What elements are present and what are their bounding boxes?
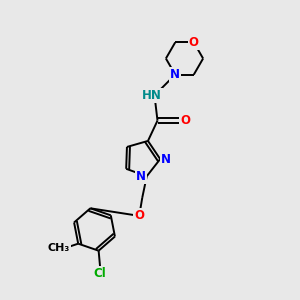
Text: N: N [170,68,180,81]
Text: N: N [160,152,171,166]
Text: O: O [180,114,190,127]
Text: Cl: Cl [94,267,106,280]
Text: HN: HN [142,89,162,102]
Text: CH₃: CH₃ [48,243,70,253]
Text: O: O [134,209,144,222]
Text: O: O [189,36,199,49]
Text: N: N [136,170,146,183]
